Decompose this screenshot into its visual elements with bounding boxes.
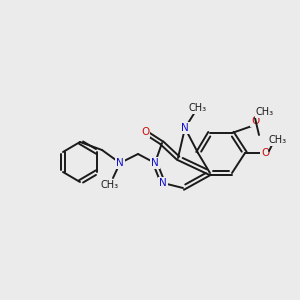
- Text: O: O: [251, 116, 259, 126]
- Text: O: O: [261, 148, 269, 158]
- Text: CH₃: CH₃: [269, 135, 287, 145]
- Text: CH₃: CH₃: [101, 180, 119, 190]
- Text: N: N: [116, 158, 124, 168]
- Text: N: N: [159, 178, 167, 188]
- Text: O: O: [141, 127, 149, 137]
- Text: CH₃: CH₃: [189, 103, 207, 113]
- Text: N: N: [181, 123, 189, 133]
- Text: N: N: [151, 158, 159, 168]
- Text: CH₃: CH₃: [256, 107, 274, 117]
